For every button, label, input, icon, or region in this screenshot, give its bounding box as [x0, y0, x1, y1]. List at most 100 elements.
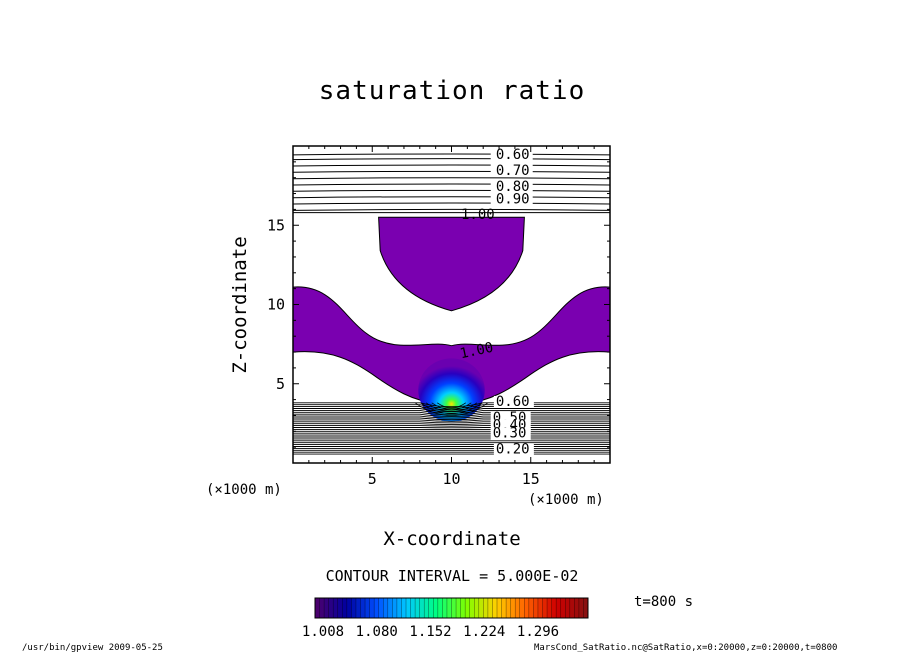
- contour-label: 1.00: [459, 340, 495, 363]
- colorbar-cell: [551, 598, 557, 618]
- colorbar-cell: [483, 598, 489, 618]
- contour-line: [293, 423, 610, 425]
- colorbar-cell: [497, 598, 503, 618]
- contour-label-bg: [490, 192, 533, 205]
- colorbar-cell: [474, 598, 480, 618]
- colorbar-cell: [324, 598, 330, 618]
- footer-right: MarsCond_SatRatio.nc@SatRatio,x=0:20000,…: [534, 643, 838, 653]
- colorbar-cell: [501, 598, 507, 618]
- x-axis-label: X-coordinate: [383, 528, 521, 550]
- colorbar-cell: [337, 598, 343, 618]
- y-tick-label: 5: [276, 375, 285, 393]
- colorbar-cell: [574, 598, 580, 618]
- contour-line: [420, 402, 483, 414]
- contour-label: 0.60: [496, 147, 530, 163]
- contour-line: [436, 402, 467, 409]
- colorbar-cell: [560, 598, 566, 618]
- chart-title: saturation ratio: [318, 76, 586, 106]
- contour-interval-text: CONTOUR INTERVAL = 5.000E-02: [325, 567, 579, 585]
- contour-label: 0.60: [496, 394, 530, 410]
- colorbar-cell: [465, 598, 471, 618]
- colorbar-cell: [374, 598, 380, 618]
- colorbar-cell: [433, 598, 439, 618]
- contour-line: [431, 402, 472, 411]
- colorbar-cell: [519, 598, 525, 618]
- contour-line: [414, 402, 489, 416]
- colorbar-tick-label: 1.080: [356, 624, 398, 640]
- colorbar-cell: [392, 598, 398, 618]
- colorbar-cell: [419, 598, 425, 618]
- contour-line: [293, 421, 610, 424]
- colorbar-cell: [569, 598, 575, 618]
- contour-line: [293, 202, 610, 205]
- contour-label: 0.90: [496, 191, 530, 207]
- fill-region-maximum: [418, 358, 485, 422]
- contour-label: 0.20: [496, 441, 530, 457]
- colorbar-cell: [410, 598, 416, 618]
- contour-line: [293, 413, 610, 417]
- x-tick-label: 5: [368, 470, 377, 488]
- colorbar-cell: [451, 598, 457, 618]
- colorbar-cell: [396, 598, 402, 618]
- colorbar-cell: [369, 598, 375, 618]
- contour-line: [293, 419, 610, 422]
- colorbar-cell: [533, 598, 539, 618]
- colorbar-cell: [406, 598, 412, 618]
- contour-line: [293, 196, 610, 199]
- contour-line: [293, 177, 610, 180]
- colorbar-cell: [506, 598, 512, 618]
- colorbar-cell: [319, 598, 325, 618]
- colorbar-cell: [478, 598, 484, 618]
- colorbar-cell: [328, 598, 334, 618]
- colorbar-cell: [383, 598, 389, 618]
- colorbar-cell: [547, 598, 553, 618]
- contour-label-bg: [493, 395, 534, 408]
- colorbar-cell: [456, 598, 462, 618]
- colorbar-cell: [315, 598, 321, 618]
- contour-line: [425, 402, 478, 412]
- y-tick-label: 10: [267, 296, 285, 314]
- colorbar-cell: [583, 598, 589, 618]
- colorbar-cell: [428, 598, 434, 618]
- contour-line: [293, 409, 610, 414]
- colorbar-cell: [487, 598, 493, 618]
- colorbar-cell: [378, 598, 384, 618]
- footer-left: /usr/bin/gpview 2009-05-25: [22, 643, 163, 653]
- contour-line: [293, 417, 610, 421]
- colorbar-cell: [510, 598, 516, 618]
- y-tick-label: 15: [267, 216, 285, 234]
- contour-line: [293, 415, 610, 419]
- x-unit-label-right: (×1000 m): [528, 492, 604, 508]
- colorbar-cell: [528, 598, 534, 618]
- contour-label: 0.80: [496, 179, 530, 195]
- colorbar-cell: [437, 598, 443, 618]
- contour-label-bg: [490, 163, 533, 176]
- colorbar-cell: [351, 598, 357, 618]
- colorbar-cell: [360, 598, 366, 618]
- colorbar-cell: [537, 598, 543, 618]
- x-tick-label: 15: [522, 470, 540, 488]
- colorbar-tick-label: 1.224: [463, 624, 505, 640]
- colorbar-cell: [515, 598, 521, 618]
- colorbar-frame: [314, 597, 589, 619]
- colorbar-cell: [424, 598, 430, 618]
- colorbar-cell: [365, 598, 371, 618]
- x-tick-label: 10: [442, 470, 460, 488]
- colorbar-cell: [355, 598, 361, 618]
- colorbar-cell: [469, 598, 475, 618]
- colorbar-cell: [415, 598, 421, 618]
- colorbar-cell: [387, 598, 393, 618]
- colorbar-cell: [524, 598, 530, 618]
- contour-line: [293, 404, 610, 409]
- contour-label-bg: [493, 443, 534, 456]
- contour-label: 1.00: [461, 207, 495, 223]
- colorbar-cell: [401, 598, 407, 618]
- colorbar-cell: [442, 598, 448, 618]
- colorbar-cell: [346, 598, 352, 618]
- colorbar-tick-label: 1.296: [517, 624, 559, 640]
- contour-line: [293, 189, 610, 192]
- colorbar-cell: [342, 598, 348, 618]
- contour-line: [293, 425, 610, 427]
- contour-label-bg: [490, 179, 533, 192]
